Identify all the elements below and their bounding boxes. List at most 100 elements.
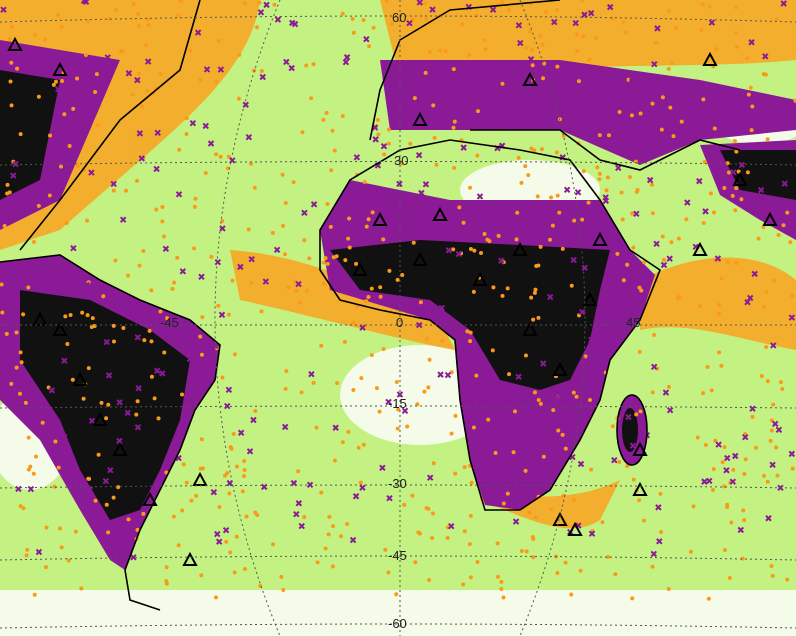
orange-dot (4, 331, 9, 336)
orange-dot (68, 312, 73, 317)
orange-dot (526, 173, 531, 178)
triangle-marker (432, 206, 448, 221)
orange-dot (180, 508, 185, 513)
purple-cross (654, 25, 661, 32)
orange-dot (351, 320, 356, 325)
orange-dot (438, 48, 443, 53)
orange-dot (25, 547, 30, 552)
purple-cross (646, 176, 654, 184)
orange-dot (538, 34, 543, 39)
triangle-marker (762, 211, 778, 226)
orange-dot (711, 210, 716, 215)
orange-dot (717, 350, 722, 355)
latitude-label: -60 (388, 616, 407, 631)
orange-dot (86, 19, 91, 24)
purple-cross (445, 247, 453, 254)
purple-cross (103, 338, 110, 346)
orange-dot (53, 79, 58, 84)
purple-cross (359, 484, 366, 491)
orange-dot (51, 82, 56, 87)
orange-dot (772, 278, 777, 283)
purple-cross (6, 325, 13, 333)
orange-dot (176, 13, 181, 18)
orange-dot (658, 491, 663, 496)
orange-dot (530, 63, 535, 68)
purple-cross (10, 278, 17, 285)
orange-dot (192, 246, 197, 251)
orange-dot (342, 339, 347, 344)
orange-dot (59, 164, 64, 169)
purple-cross (653, 240, 660, 247)
orange-dot (411, 240, 416, 245)
orange-dot (523, 164, 528, 169)
orange-dot (351, 387, 356, 392)
purple-cross (99, 75, 107, 82)
orange-dot (18, 132, 23, 137)
orange-dot (422, 1, 427, 6)
purple-cross (588, 336, 595, 343)
orange-dot (424, 336, 429, 341)
orange-dot (171, 514, 176, 519)
orange-dot (376, 132, 381, 137)
orange-dot (370, 210, 375, 215)
orange-dot (232, 570, 237, 575)
orange-dot (631, 245, 636, 250)
orange-dot (170, 286, 175, 291)
orange-dot (659, 529, 664, 534)
orange-dot (394, 592, 399, 597)
orange-dot (734, 186, 739, 191)
orange-dot (625, 262, 630, 267)
orange-dot (764, 290, 769, 295)
purple-cross (186, 355, 194, 363)
purple-cross (418, 189, 425, 197)
orange-dot (430, 536, 435, 541)
orange-dot (418, 300, 423, 305)
orange-dot (369, 286, 374, 291)
orange-dot (575, 49, 580, 54)
orange-dot (83, 53, 88, 58)
orange-dot (324, 110, 329, 115)
orange-dot (735, 44, 740, 49)
orange-dot (660, 95, 665, 100)
orange-dot (378, 285, 383, 290)
orange-dot (452, 119, 457, 124)
orange-dot (80, 310, 85, 315)
orange-dot (476, 109, 481, 114)
orange-dot (453, 413, 458, 418)
purple-cross (298, 522, 305, 530)
orange-dot (501, 501, 506, 506)
orange-dot (535, 194, 540, 199)
purple-cross (134, 334, 141, 341)
purple-cross (744, 298, 751, 306)
orange-dot (720, 460, 725, 465)
coastlines (0, 0, 741, 611)
orange-dot (468, 185, 473, 190)
orange-dot (515, 210, 520, 215)
orange-dot (637, 285, 642, 290)
purple-cross (708, 19, 716, 26)
orange-dot (236, 96, 241, 101)
orange-dot (576, 79, 581, 84)
purple-cross (737, 526, 745, 534)
orange-dot (479, 251, 484, 256)
orange-dot (621, 278, 626, 283)
orange-dot (381, 237, 386, 242)
purple-cross (245, 134, 253, 141)
orange-dot (765, 479, 770, 484)
purple-cross (32, 416, 39, 423)
orange-dot (271, 542, 276, 547)
orange-dot (21, 506, 26, 511)
orange-dot (495, 541, 500, 546)
purple-cross (125, 70, 133, 77)
orange-dot (241, 474, 246, 479)
orange-dot (299, 390, 304, 395)
orange-dot (531, 555, 536, 560)
orange-dot (560, 432, 565, 437)
purple-cross (179, 268, 187, 275)
orange-dot (523, 468, 528, 473)
purple-cross (10, 172, 17, 179)
orange-dot (759, 373, 764, 378)
orange-dot (325, 202, 330, 207)
orange-dot (634, 412, 639, 417)
orange-dot (66, 558, 71, 563)
